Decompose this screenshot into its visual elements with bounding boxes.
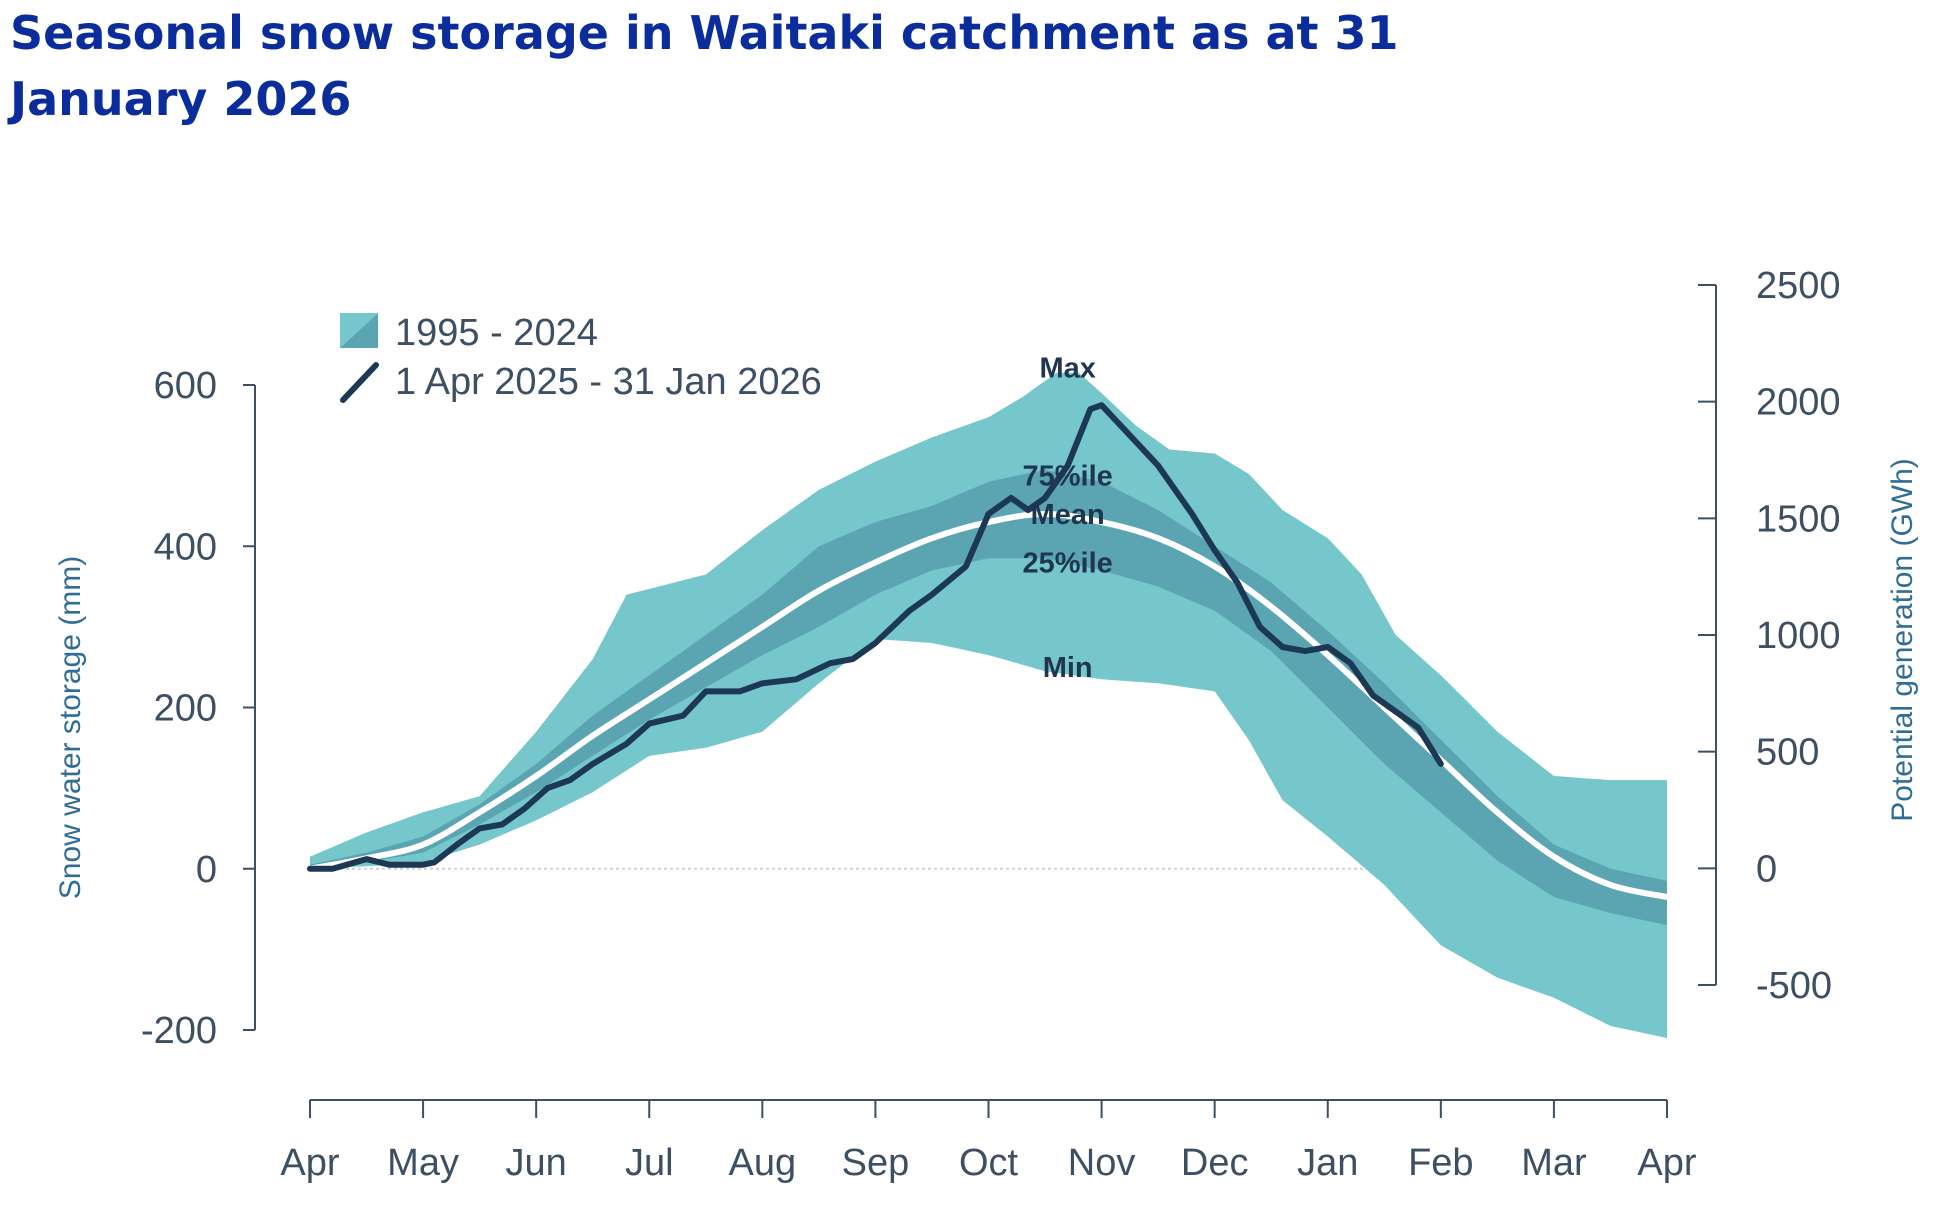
x-tick-label: Jun xyxy=(506,1142,567,1184)
right-y-tick-label: 1500 xyxy=(1756,498,1841,540)
p25-label: 25%ile xyxy=(1023,547,1113,579)
x-tick-label: Sep xyxy=(842,1142,910,1184)
right-y-tick-label: 2500 xyxy=(1756,265,1841,307)
x-tick-label: Nov xyxy=(1068,1142,1136,1184)
right-y-tick-label: 1000 xyxy=(1756,615,1841,657)
x-tick-label: Dec xyxy=(1181,1142,1249,1184)
x-tick-label: Oct xyxy=(959,1142,1019,1184)
left-y-axis-title: Snow water storage (mm) xyxy=(54,556,87,899)
min-label: Min xyxy=(1043,652,1093,684)
left-y-tick-label: 400 xyxy=(154,526,217,568)
max-label: Max xyxy=(1039,352,1095,384)
legend-band-swatch xyxy=(340,313,378,348)
interquartile-band xyxy=(310,469,1667,926)
right-y-axis-title: Potential generation (GWh) xyxy=(1886,458,1919,822)
x-tick-label: Apr xyxy=(280,1142,339,1184)
x-tick-label: May xyxy=(387,1142,459,1184)
line-layer xyxy=(307,402,1670,900)
legend-band-swatch-dark xyxy=(340,313,378,348)
min-max-band xyxy=(310,372,1667,1039)
right-y-tick-label: -500 xyxy=(1756,965,1832,1007)
legend-current-swatch xyxy=(340,362,379,403)
legend-band-label: 1995 - 2024 xyxy=(395,312,598,354)
left-y-tick-label: 200 xyxy=(154,688,217,730)
x-tick-label: Feb xyxy=(1408,1142,1473,1184)
x-tick-label: Jul xyxy=(625,1142,674,1184)
right-y-tick-label: 2000 xyxy=(1756,382,1841,424)
band-layer xyxy=(310,372,1667,1039)
left-y-tick-label: 600 xyxy=(154,365,217,407)
band-labels-layer: Max 75%ile Mean 25%ile Min xyxy=(1023,352,1113,684)
current-season-line xyxy=(307,402,1444,872)
left-y-tick-label: 0 xyxy=(196,849,217,891)
left-y-tick-label: -200 xyxy=(141,1010,217,1052)
right-y-tick-label: 500 xyxy=(1756,732,1819,774)
legend-current-label: 1 Apr 2025 - 31 Jan 2026 xyxy=(395,361,822,403)
legend: 1995 - 2024 1 Apr 2025 - 31 Jan 2026 xyxy=(340,312,822,403)
mean-label: Mean xyxy=(1031,499,1105,531)
x-tick-label: Aug xyxy=(729,1142,797,1184)
x-tick-label: Jan xyxy=(1297,1142,1358,1184)
p75-label: 75%ile xyxy=(1023,460,1113,492)
x-tick-label: Apr xyxy=(1637,1142,1696,1184)
right-y-tick-label: 0 xyxy=(1756,848,1777,890)
x-tick-label: Mar xyxy=(1521,1142,1587,1184)
page-title: Seasonal snow storage in Waitaki catchme… xyxy=(10,6,1399,126)
